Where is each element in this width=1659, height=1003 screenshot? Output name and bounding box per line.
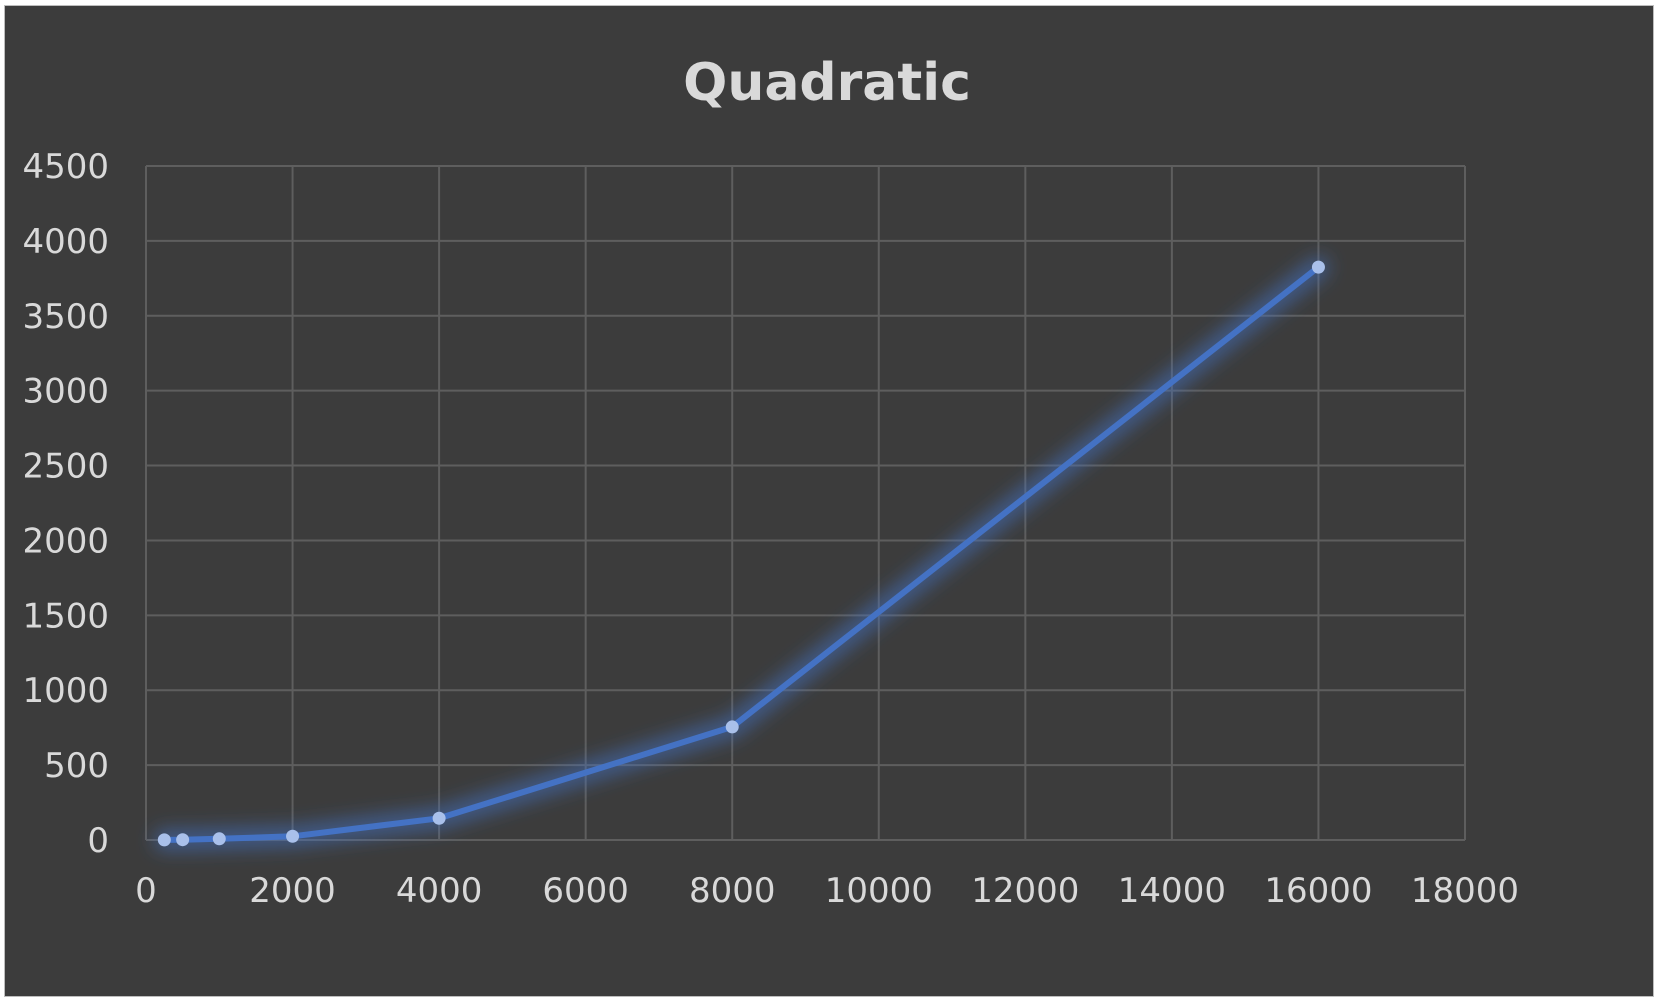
series-line-glow <box>153 256 1330 851</box>
x-tick-label: 12000 <box>971 871 1079 911</box>
x-tick-label: 4000 <box>396 871 483 911</box>
data-point <box>432 811 446 825</box>
y-tick-label: 4500 <box>22 147 109 187</box>
x-tick-label: 2000 <box>249 871 336 911</box>
x-tick-label: 16000 <box>1264 871 1372 911</box>
x-tick-label: 10000 <box>825 871 933 911</box>
y-tick-label: 3500 <box>22 297 109 337</box>
chart-title: Quadratic <box>683 53 971 113</box>
x-tick-label: 14000 <box>1118 871 1226 911</box>
y-tick-label: 2500 <box>22 447 109 487</box>
data-point <box>1311 260 1325 274</box>
data-point <box>212 832 226 846</box>
y-tick-label: 3000 <box>22 372 109 412</box>
x-tick-label: 18000 <box>1411 871 1519 911</box>
y-tick-label: 2000 <box>22 521 109 561</box>
y-axis-ticks: 0 500 1000 1500 2000 2500 3000 3500 4000 4500 <box>22 147 109 861</box>
y-tick-label: 500 <box>44 746 109 786</box>
x-axis-ticks: 0 2000 4000 6000 8000 10000 12000 14000 16000 180… <box>135 871 1519 911</box>
data-point <box>725 720 739 734</box>
x-tick-label: 8000 <box>689 871 776 911</box>
chart-area: Quadratic 0 500 1000 1500 2000 2500 3000 3500 40… <box>4 5 1654 997</box>
y-tick-label: 1000 <box>22 671 109 711</box>
data-point <box>286 829 300 843</box>
y-tick-label: 1500 <box>22 596 109 636</box>
y-tick-label: 4000 <box>22 222 109 262</box>
x-tick-label: 0 <box>135 871 157 911</box>
y-tick-label: 0 <box>87 821 109 861</box>
plot-series <box>153 256 1330 851</box>
x-tick-label: 6000 <box>542 871 629 911</box>
grid <box>145 165 1466 841</box>
chart-svg: Quadratic 0 500 1000 1500 2000 2500 3000 3500 40… <box>22 53 1519 911</box>
data-point <box>157 833 171 847</box>
series-line <box>161 264 1322 843</box>
data-point <box>176 833 190 847</box>
